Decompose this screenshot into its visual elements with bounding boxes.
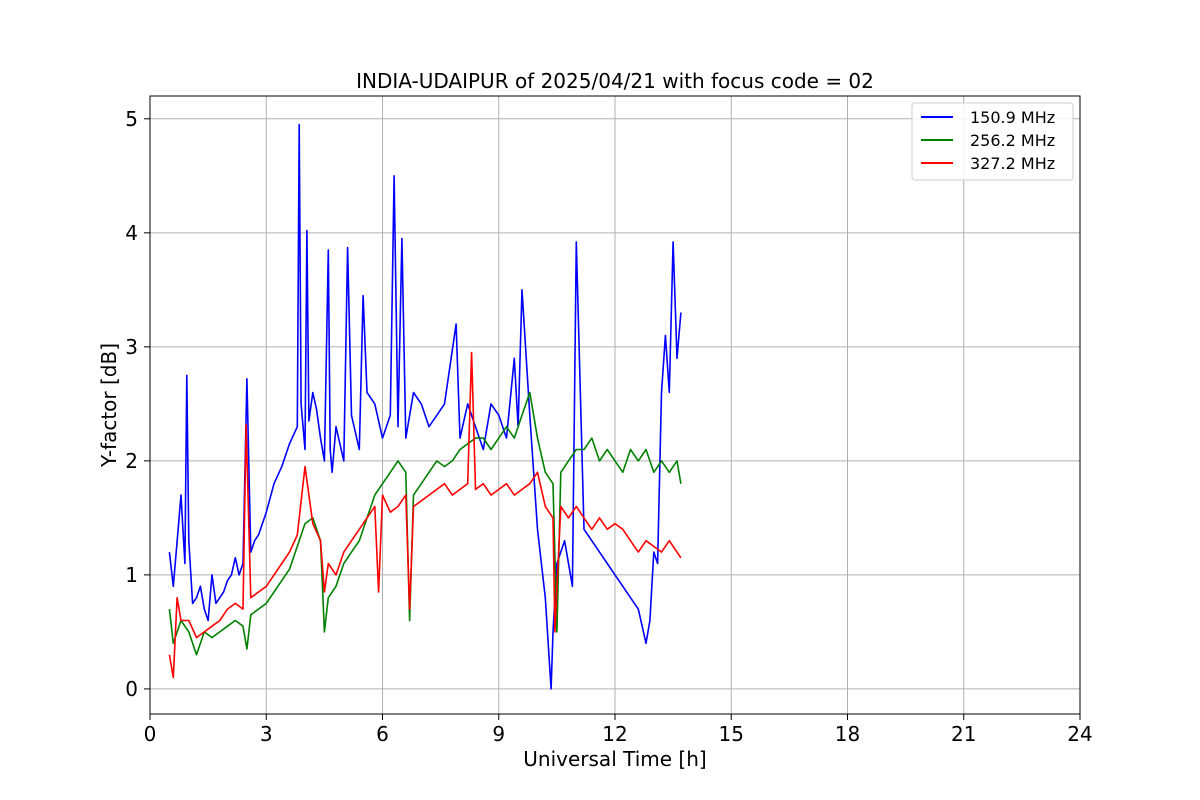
x-axis-label: Universal Time [h] <box>523 747 706 771</box>
series-line-327-2-mhz <box>168 351 682 679</box>
x-tick-label: 3 <box>260 722 273 746</box>
x-tick-label: 9 <box>492 722 505 746</box>
x-tick-label: 15 <box>719 722 744 746</box>
legend-box <box>911 102 1074 181</box>
x-tick-label: 0 <box>144 722 157 746</box>
series-line-256-2-mhz <box>168 391 682 656</box>
y-tick-label: 5 <box>125 107 138 131</box>
y-axis: 0 1 2 3 4 5 <box>125 107 150 701</box>
y-tick-label: 3 <box>125 335 138 359</box>
y-tick-label: 4 <box>125 221 138 245</box>
chart-title: INDIA-UDAIPUR of 2025/04/21 with focus c… <box>356 69 874 93</box>
legend: 150.9 MHz 256.2 MHz 327.2 MHz <box>911 102 1074 181</box>
legend-label: 256.2 MHz <box>970 131 1055 150</box>
y-axis-label: Y-factor [dB] <box>97 343 121 468</box>
x-tick-label: 24 <box>1067 722 1092 746</box>
y-tick-label: 1 <box>125 563 138 587</box>
x-tick-label: 18 <box>835 722 860 746</box>
y-tick-label: 0 <box>125 677 138 701</box>
x-axis: 0 3 6 9 12 15 18 21 24 <box>144 714 1093 746</box>
x-tick-label: 12 <box>602 722 627 746</box>
x-tick-label: 6 <box>376 722 389 746</box>
legend-label: 327.2 MHz <box>970 154 1055 173</box>
series-line-150-9-mhz <box>168 123 682 690</box>
y-tick-label: 2 <box>125 449 138 473</box>
series-layer <box>168 123 682 690</box>
x-tick-label: 21 <box>951 722 976 746</box>
legend-label: 150.9 MHz <box>970 108 1055 127</box>
